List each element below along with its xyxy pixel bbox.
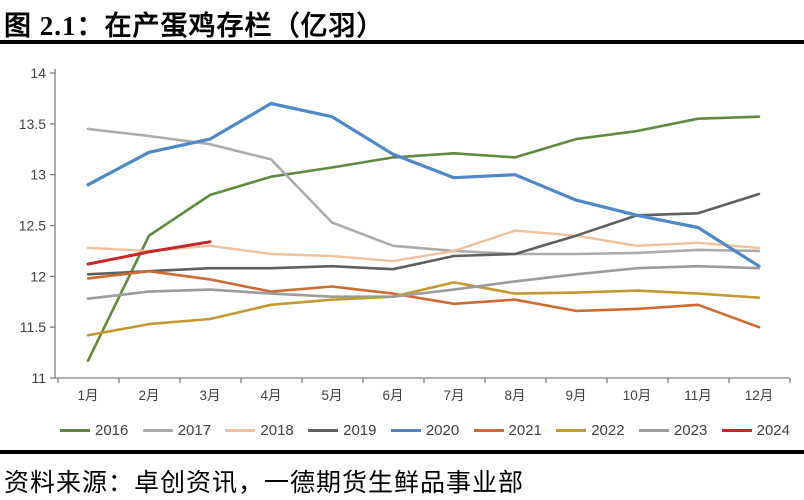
legend-swatch-2022 bbox=[556, 428, 587, 432]
legend-label-2016: 2016 bbox=[95, 421, 129, 439]
legend-label-2020: 2020 bbox=[425, 421, 460, 439]
series-line-2023 bbox=[86, 264, 761, 300]
legend-label-2022: 2022 bbox=[591, 421, 625, 439]
x-tick-label: 6月 bbox=[382, 388, 403, 403]
legend-item-2019[interactable]: 2019 bbox=[308, 422, 376, 439]
legend-label-2018: 2018 bbox=[260, 421, 294, 439]
figure-title: 图 2.1：在产蛋鸡存栏（亿羽） bbox=[4, 11, 385, 41]
y-tick-label: 12 bbox=[30, 268, 46, 284]
legend-swatch-2024 bbox=[721, 428, 752, 432]
legend-item-2022[interactable]: 2022 bbox=[556, 421, 625, 439]
x-tick-label: 12月 bbox=[745, 388, 774, 403]
series-line-2024 bbox=[86, 240, 212, 266]
legend-label-2021: 2021 bbox=[508, 421, 542, 439]
legend-item-2020[interactable]: 2020 bbox=[390, 421, 460, 439]
chart-canvas: 11 11.5 12 12.5 13 13.5 14 1月 2月 3月 4月 5月 6月 7月 8月 9月 10… bbox=[19, 65, 791, 403]
x-tick-label: 5月 bbox=[321, 388, 342, 403]
source-bar: 资料来源：卓创资讯，一德期货生鲜品事业部 bbox=[0, 450, 804, 500]
x-tick-label: 4月 bbox=[260, 388, 281, 403]
legend-item-2024[interactable]: 2024 bbox=[721, 421, 790, 439]
y-tick-label: 11 bbox=[31, 370, 46, 386]
legend-item-2016[interactable]: 2016 bbox=[60, 422, 128, 439]
x-tick-label: 1月 bbox=[77, 388, 98, 403]
x-tick-label: 3月 bbox=[199, 388, 220, 403]
y-tick-label: 11.5 bbox=[20, 319, 46, 335]
x-tick-label: 8月 bbox=[504, 388, 525, 403]
series-line-2016 bbox=[86, 115, 761, 363]
series-line-2017 bbox=[86, 127, 761, 256]
legend-swatch-2019 bbox=[308, 428, 339, 432]
legend-item-2023[interactable]: 2023 bbox=[638, 421, 708, 439]
legend-label-2024: 2024 bbox=[756, 421, 790, 439]
x-tick-label: 2月 bbox=[138, 388, 159, 403]
y-tick-label: 14 bbox=[30, 65, 46, 81]
legend-label-2023: 2023 bbox=[673, 421, 708, 439]
series-line-2019 bbox=[86, 192, 761, 276]
series-line-2021 bbox=[86, 269, 761, 329]
y-tick-label: 13 bbox=[30, 167, 46, 183]
legend-label-2019: 2019 bbox=[343, 421, 377, 439]
legend-swatch-2020 bbox=[390, 428, 421, 432]
x-tick-label: 9月 bbox=[565, 388, 586, 403]
legend-swatch-2023 bbox=[638, 428, 669, 432]
series-line-2020 bbox=[86, 101, 761, 268]
chart-legend: 2016 2017 2018 2019 2020 2021 2022 2023 2024 bbox=[0, 416, 804, 444]
legend-swatch-2017 bbox=[142, 428, 173, 432]
x-tick-label: 7月 bbox=[443, 388, 464, 403]
series-line-2018 bbox=[86, 229, 761, 263]
legend-item-2021[interactable]: 2021 bbox=[473, 421, 542, 439]
legend-label-2017: 2017 bbox=[177, 421, 212, 439]
legend-swatch-2016 bbox=[60, 428, 90, 432]
x-tick-label: 11月 bbox=[684, 388, 712, 403]
y-tick-label: 13.5 bbox=[19, 116, 46, 132]
line-chart: 11 11.5 12 12.5 13 13.5 14 1月 2月 3月 4月 5月 6月 7月 8月 9月 10… bbox=[0, 63, 804, 413]
series-line-2022 bbox=[86, 281, 761, 337]
x-tick-label: 10月 bbox=[623, 388, 652, 403]
source-text: 资料来源：卓创资讯，一德期货生鲜品事业部 bbox=[4, 470, 525, 497]
legend-swatch-2021 bbox=[473, 428, 504, 432]
legend-item-2017[interactable]: 2017 bbox=[142, 421, 212, 439]
legend-item-2018[interactable]: 2018 bbox=[225, 421, 294, 439]
legend-swatch-2018 bbox=[225, 428, 256, 432]
y-tick-label: 12.5 bbox=[19, 218, 46, 234]
figure-title-bar: 图 2.1：在产蛋鸡存栏（亿羽） bbox=[0, 0, 804, 44]
